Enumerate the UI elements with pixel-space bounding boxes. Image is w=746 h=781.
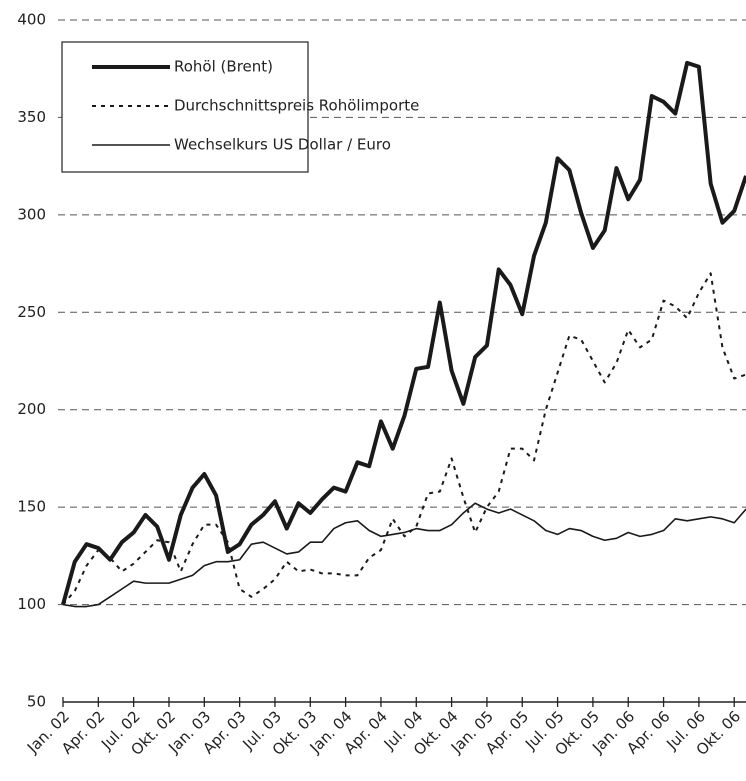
legend-label: Durchschnittspreis Rohölimporte bbox=[174, 97, 419, 115]
legend-label: Wechselkurs US Dollar / Euro bbox=[174, 136, 391, 154]
y-tick-label: 150 bbox=[17, 498, 46, 516]
y-tick-label: 200 bbox=[17, 400, 46, 418]
y-tick-label: 300 bbox=[17, 205, 46, 223]
y-tick-label: 350 bbox=[17, 108, 46, 126]
y-tick-label: 100 bbox=[17, 595, 46, 613]
series-line bbox=[61, 60, 746, 606]
y-tick-label: 250 bbox=[17, 303, 46, 321]
legend: Rohöl (Brent) Durchschnittspreis Rohölimp… bbox=[61, 41, 419, 173]
series-line bbox=[62, 502, 746, 608]
legend-label: Rohöl (Brent) bbox=[174, 58, 273, 76]
y-tick-label: 50 bbox=[27, 693, 46, 711]
y-tick-label: 400 bbox=[17, 11, 46, 29]
series-line bbox=[62, 272, 746, 606]
